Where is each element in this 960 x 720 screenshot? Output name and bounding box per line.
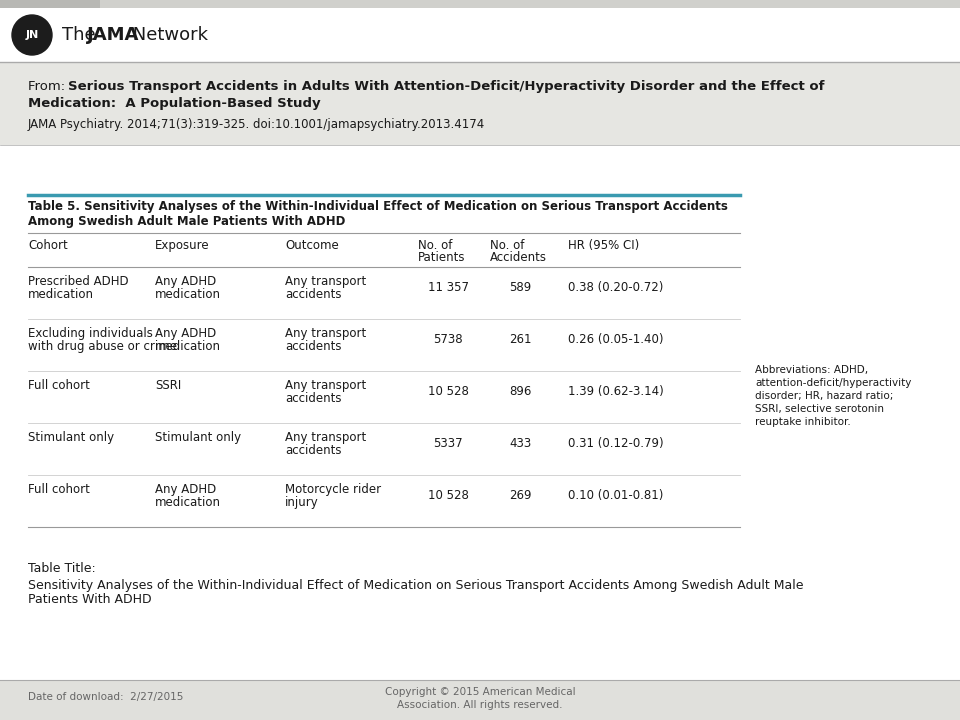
Text: 0.26 (0.05-1.40): 0.26 (0.05-1.40)	[568, 333, 663, 346]
Text: Table 5. Sensitivity Analyses of the Within-Individual Effect of Medication on S: Table 5. Sensitivity Analyses of the Wit…	[28, 200, 728, 213]
Text: Accidents: Accidents	[490, 251, 547, 264]
Text: Patients With ADHD: Patients With ADHD	[28, 593, 152, 606]
Text: with drug abuse or crime: with drug abuse or crime	[28, 340, 177, 353]
Text: From:: From:	[28, 80, 69, 93]
Text: injury: injury	[285, 496, 319, 509]
Circle shape	[12, 15, 52, 55]
Bar	[0, 680, 960, 720]
Text: Full cohort: Full cohort	[28, 483, 90, 496]
Text: Any transport: Any transport	[285, 379, 367, 392]
Text: Sensitivity Analyses of the Within-Individual Effect of Medication on Serious Tr: Sensitivity Analyses of the Within-Indiv…	[28, 579, 804, 592]
Text: Any ADHD: Any ADHD	[155, 275, 216, 288]
Text: disorder; HR, hazard ratio;: disorder; HR, hazard ratio;	[755, 391, 894, 401]
Text: Network: Network	[127, 26, 208, 44]
Text: 0.31 (0.12-0.79): 0.31 (0.12-0.79)	[568, 437, 663, 450]
Text: Exposure: Exposure	[155, 239, 209, 252]
Text: 1.39 (0.62-3.14): 1.39 (0.62-3.14)	[568, 385, 663, 398]
Text: Any ADHD: Any ADHD	[155, 483, 216, 496]
Text: JAMA: JAMA	[87, 26, 139, 44]
Text: Stimulant only: Stimulant only	[155, 431, 241, 444]
Bar	[100, 0, 960, 44]
Text: accidents: accidents	[285, 392, 342, 405]
Text: Any ADHD: Any ADHD	[155, 327, 216, 340]
Text: accidents: accidents	[285, 288, 342, 301]
Text: Excluding individuals: Excluding individuals	[28, 327, 153, 340]
Text: Prescribed ADHD: Prescribed ADHD	[28, 275, 129, 288]
Text: Patients: Patients	[418, 251, 466, 264]
Text: JAMA Psychiatry. 2014;71(3):319-325. doi:10.1001/jamapsychiatry.2013.4174: JAMA Psychiatry. 2014;71(3):319-325. doi…	[28, 118, 485, 131]
Text: No. of: No. of	[490, 239, 524, 252]
Text: Outcome: Outcome	[285, 239, 339, 252]
Text: 11 357: 11 357	[427, 281, 468, 294]
Bar	[0, 145, 960, 195]
Text: 10 528: 10 528	[427, 385, 468, 398]
Text: medication: medication	[155, 340, 221, 353]
Text: Abbreviations: ADHD,: Abbreviations: ADHD,	[755, 365, 868, 375]
Text: SSRI, selective serotonin: SSRI, selective serotonin	[755, 404, 884, 414]
Text: 10 528: 10 528	[427, 489, 468, 502]
Text: 5337: 5337	[433, 437, 463, 450]
Bar	[0, 8, 960, 62]
Text: JN: JN	[25, 30, 38, 40]
Text: Any transport: Any transport	[285, 275, 367, 288]
Text: No. of: No. of	[418, 239, 452, 252]
Text: Full cohort: Full cohort	[28, 379, 90, 392]
Bar	[0, 0, 960, 8]
Text: attention-deficit/hyperactivity: attention-deficit/hyperactivity	[755, 378, 911, 388]
Text: Date of download:  2/27/2015: Date of download: 2/27/2015	[28, 692, 183, 702]
Text: 589: 589	[509, 281, 531, 294]
Text: Stimulant only: Stimulant only	[28, 431, 114, 444]
Text: Medication:  A Population-Based Study: Medication: A Population-Based Study	[28, 97, 321, 110]
Text: reuptake inhibitor.: reuptake inhibitor.	[755, 417, 851, 427]
Text: medication: medication	[28, 288, 94, 301]
Text: Cohort: Cohort	[28, 239, 68, 252]
Text: SSRI: SSRI	[155, 379, 181, 392]
Text: Motorcycle rider: Motorcycle rider	[285, 483, 381, 496]
Text: Any transport: Any transport	[285, 327, 367, 340]
Text: Any transport: Any transport	[285, 431, 367, 444]
Text: 5738: 5738	[433, 333, 463, 346]
Text: Table Title:: Table Title:	[28, 562, 96, 575]
Text: HR (95% CI): HR (95% CI)	[568, 239, 639, 252]
Text: 0.38 (0.20-0.72): 0.38 (0.20-0.72)	[568, 281, 663, 294]
Text: medication: medication	[155, 288, 221, 301]
Text: accidents: accidents	[285, 340, 342, 353]
Text: 433: 433	[509, 437, 531, 450]
Text: 261: 261	[509, 333, 531, 346]
Text: medication: medication	[155, 496, 221, 509]
Text: Copyright © 2015 American Medical: Copyright © 2015 American Medical	[385, 687, 575, 697]
Text: 269: 269	[509, 489, 531, 502]
Text: Among Swedish Adult Male Patients With ADHD: Among Swedish Adult Male Patients With A…	[28, 215, 346, 228]
Text: 0.10 (0.01-0.81): 0.10 (0.01-0.81)	[568, 489, 663, 502]
Text: Serious Transport Accidents in Adults With Attention-Deficit/Hyperactivity Disor: Serious Transport Accidents in Adults Wi…	[68, 80, 825, 93]
Text: The: The	[62, 26, 102, 44]
Bar	[0, 63, 960, 145]
Text: 896: 896	[509, 385, 531, 398]
Text: Association. All rights reserved.: Association. All rights reserved.	[397, 700, 563, 710]
Text: accidents: accidents	[285, 444, 342, 457]
